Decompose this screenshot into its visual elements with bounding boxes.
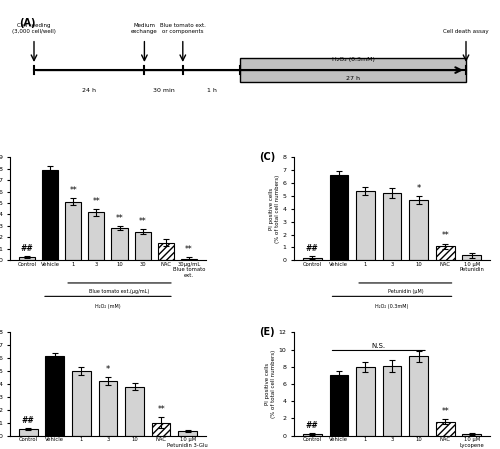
Text: **: ** <box>185 245 193 254</box>
Bar <box>134 232 151 260</box>
Text: **: ** <box>139 217 146 226</box>
Text: ##: ## <box>22 416 34 425</box>
Text: *: * <box>106 365 110 374</box>
Bar <box>330 175 348 260</box>
Bar <box>98 381 117 436</box>
Bar <box>46 356 64 436</box>
Bar <box>42 170 58 260</box>
Text: N.S.: N.S. <box>372 343 386 349</box>
Text: **: ** <box>442 407 449 416</box>
Bar <box>356 367 375 436</box>
Text: Blue tomato ext.
or components: Blue tomato ext. or components <box>160 23 206 34</box>
Bar <box>112 228 128 260</box>
Bar <box>303 434 322 436</box>
Bar <box>19 429 38 436</box>
Text: Blue tomato ext.(μg/mL): Blue tomato ext.(μg/mL) <box>90 289 150 294</box>
Bar <box>436 422 454 436</box>
Bar <box>382 193 402 260</box>
Text: (E): (E) <box>259 327 274 337</box>
Text: (A): (A) <box>20 18 36 28</box>
Y-axis label: PI positive cells
(% of total cell numbers): PI positive cells (% of total cell numbe… <box>265 350 276 418</box>
Text: **: ** <box>70 186 77 195</box>
Text: 27 h: 27 h <box>346 76 360 81</box>
Bar <box>152 423 171 436</box>
Bar <box>72 371 90 436</box>
Bar <box>158 242 174 260</box>
Text: H₂O₂ (mM): H₂O₂ (mM) <box>95 304 121 308</box>
Bar <box>382 366 402 436</box>
FancyBboxPatch shape <box>240 58 466 82</box>
Text: ##: ## <box>306 421 318 430</box>
Bar <box>125 387 144 436</box>
Y-axis label: PI positive cells
(% of total cell numbers): PI positive cells (% of total cell numbe… <box>269 175 280 243</box>
Text: (C): (C) <box>259 152 275 162</box>
Text: 1 h: 1 h <box>206 88 216 92</box>
Text: H₂O₂ (0.3mM): H₂O₂ (0.3mM) <box>376 304 408 308</box>
Bar <box>88 212 104 260</box>
Bar <box>178 431 197 436</box>
Bar <box>410 200 428 260</box>
Bar <box>436 246 454 260</box>
Text: ##: ## <box>306 244 318 253</box>
Bar <box>181 259 197 260</box>
Bar <box>19 257 35 260</box>
Text: H₂O₂ (0.3mM): H₂O₂ (0.3mM) <box>332 57 374 62</box>
Text: **: ** <box>116 214 124 223</box>
Text: 30 min: 30 min <box>152 88 174 92</box>
Bar <box>462 255 481 260</box>
Text: *: * <box>416 184 420 193</box>
Text: Petunidin (μM): Petunidin (μM) <box>388 289 423 294</box>
Bar <box>462 434 481 436</box>
Bar <box>303 258 322 260</box>
Text: Cell seeding
(3,000 cell/well): Cell seeding (3,000 cell/well) <box>12 23 56 34</box>
Text: **: ** <box>442 231 449 240</box>
Bar <box>330 374 348 436</box>
Text: 24 h: 24 h <box>82 88 96 92</box>
Text: **: ** <box>92 197 100 206</box>
Text: Medium
exchange: Medium exchange <box>131 23 158 34</box>
Bar <box>410 357 428 436</box>
Bar <box>356 191 375 260</box>
Text: **: ** <box>158 405 165 414</box>
Text: ##: ## <box>20 244 34 253</box>
Bar <box>65 202 82 260</box>
Text: Cell death assay: Cell death assay <box>443 28 489 34</box>
